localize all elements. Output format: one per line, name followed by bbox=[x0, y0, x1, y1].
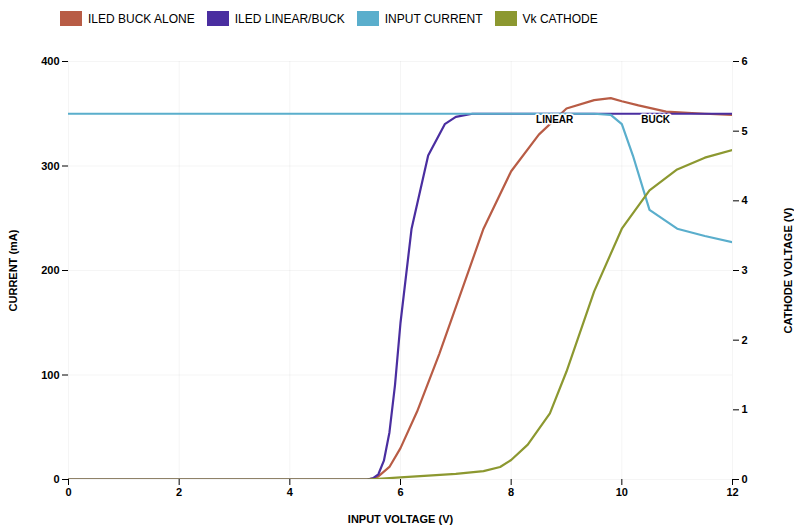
svg-text:5: 5 bbox=[742, 125, 748, 137]
svg-text:4: 4 bbox=[742, 194, 749, 206]
svg-text:0: 0 bbox=[53, 473, 59, 485]
svg-text:10: 10 bbox=[616, 486, 628, 498]
svg-text:CATHODE VOLTAGE (V): CATHODE VOLTAGE (V) bbox=[782, 207, 794, 333]
svg-text:0: 0 bbox=[65, 486, 71, 498]
svg-text:400: 400 bbox=[41, 55, 59, 67]
html-text:Vk CATHODE: Vk CATHODE bbox=[522, 11, 598, 26]
svg-text:6: 6 bbox=[742, 55, 748, 67]
svg-text:12: 12 bbox=[726, 486, 738, 498]
svg-text:300: 300 bbox=[41, 160, 59, 172]
html-text:ILED BUCK ALONE: ILED BUCK ALONE bbox=[88, 11, 195, 26]
svg-text:CURRENT (mA): CURRENT (mA) bbox=[7, 229, 19, 311]
svg-text:4: 4 bbox=[287, 486, 294, 498]
svg-text:3: 3 bbox=[742, 264, 748, 276]
svg-text:200: 200 bbox=[41, 264, 59, 276]
svg-text:1: 1 bbox=[742, 403, 748, 415]
svg-text:BUCK: BUCK bbox=[641, 114, 671, 125]
svg-text:2: 2 bbox=[176, 486, 182, 498]
html-text:INPUT CURRENT: INPUT CURRENT bbox=[384, 11, 483, 26]
svg-text:6: 6 bbox=[397, 486, 403, 498]
svg-text:INPUT VOLTAGE (V): INPUT VOLTAGE (V) bbox=[348, 513, 454, 525]
html-text:ILED LINEAR/BUCK: ILED LINEAR/BUCK bbox=[234, 11, 345, 26]
svg-text:100: 100 bbox=[41, 369, 59, 381]
svg-text:LINEAR: LINEAR bbox=[536, 114, 574, 125]
svg-text:0: 0 bbox=[742, 473, 748, 485]
svg-text:2: 2 bbox=[742, 334, 748, 346]
svg-text:8: 8 bbox=[508, 486, 514, 498]
